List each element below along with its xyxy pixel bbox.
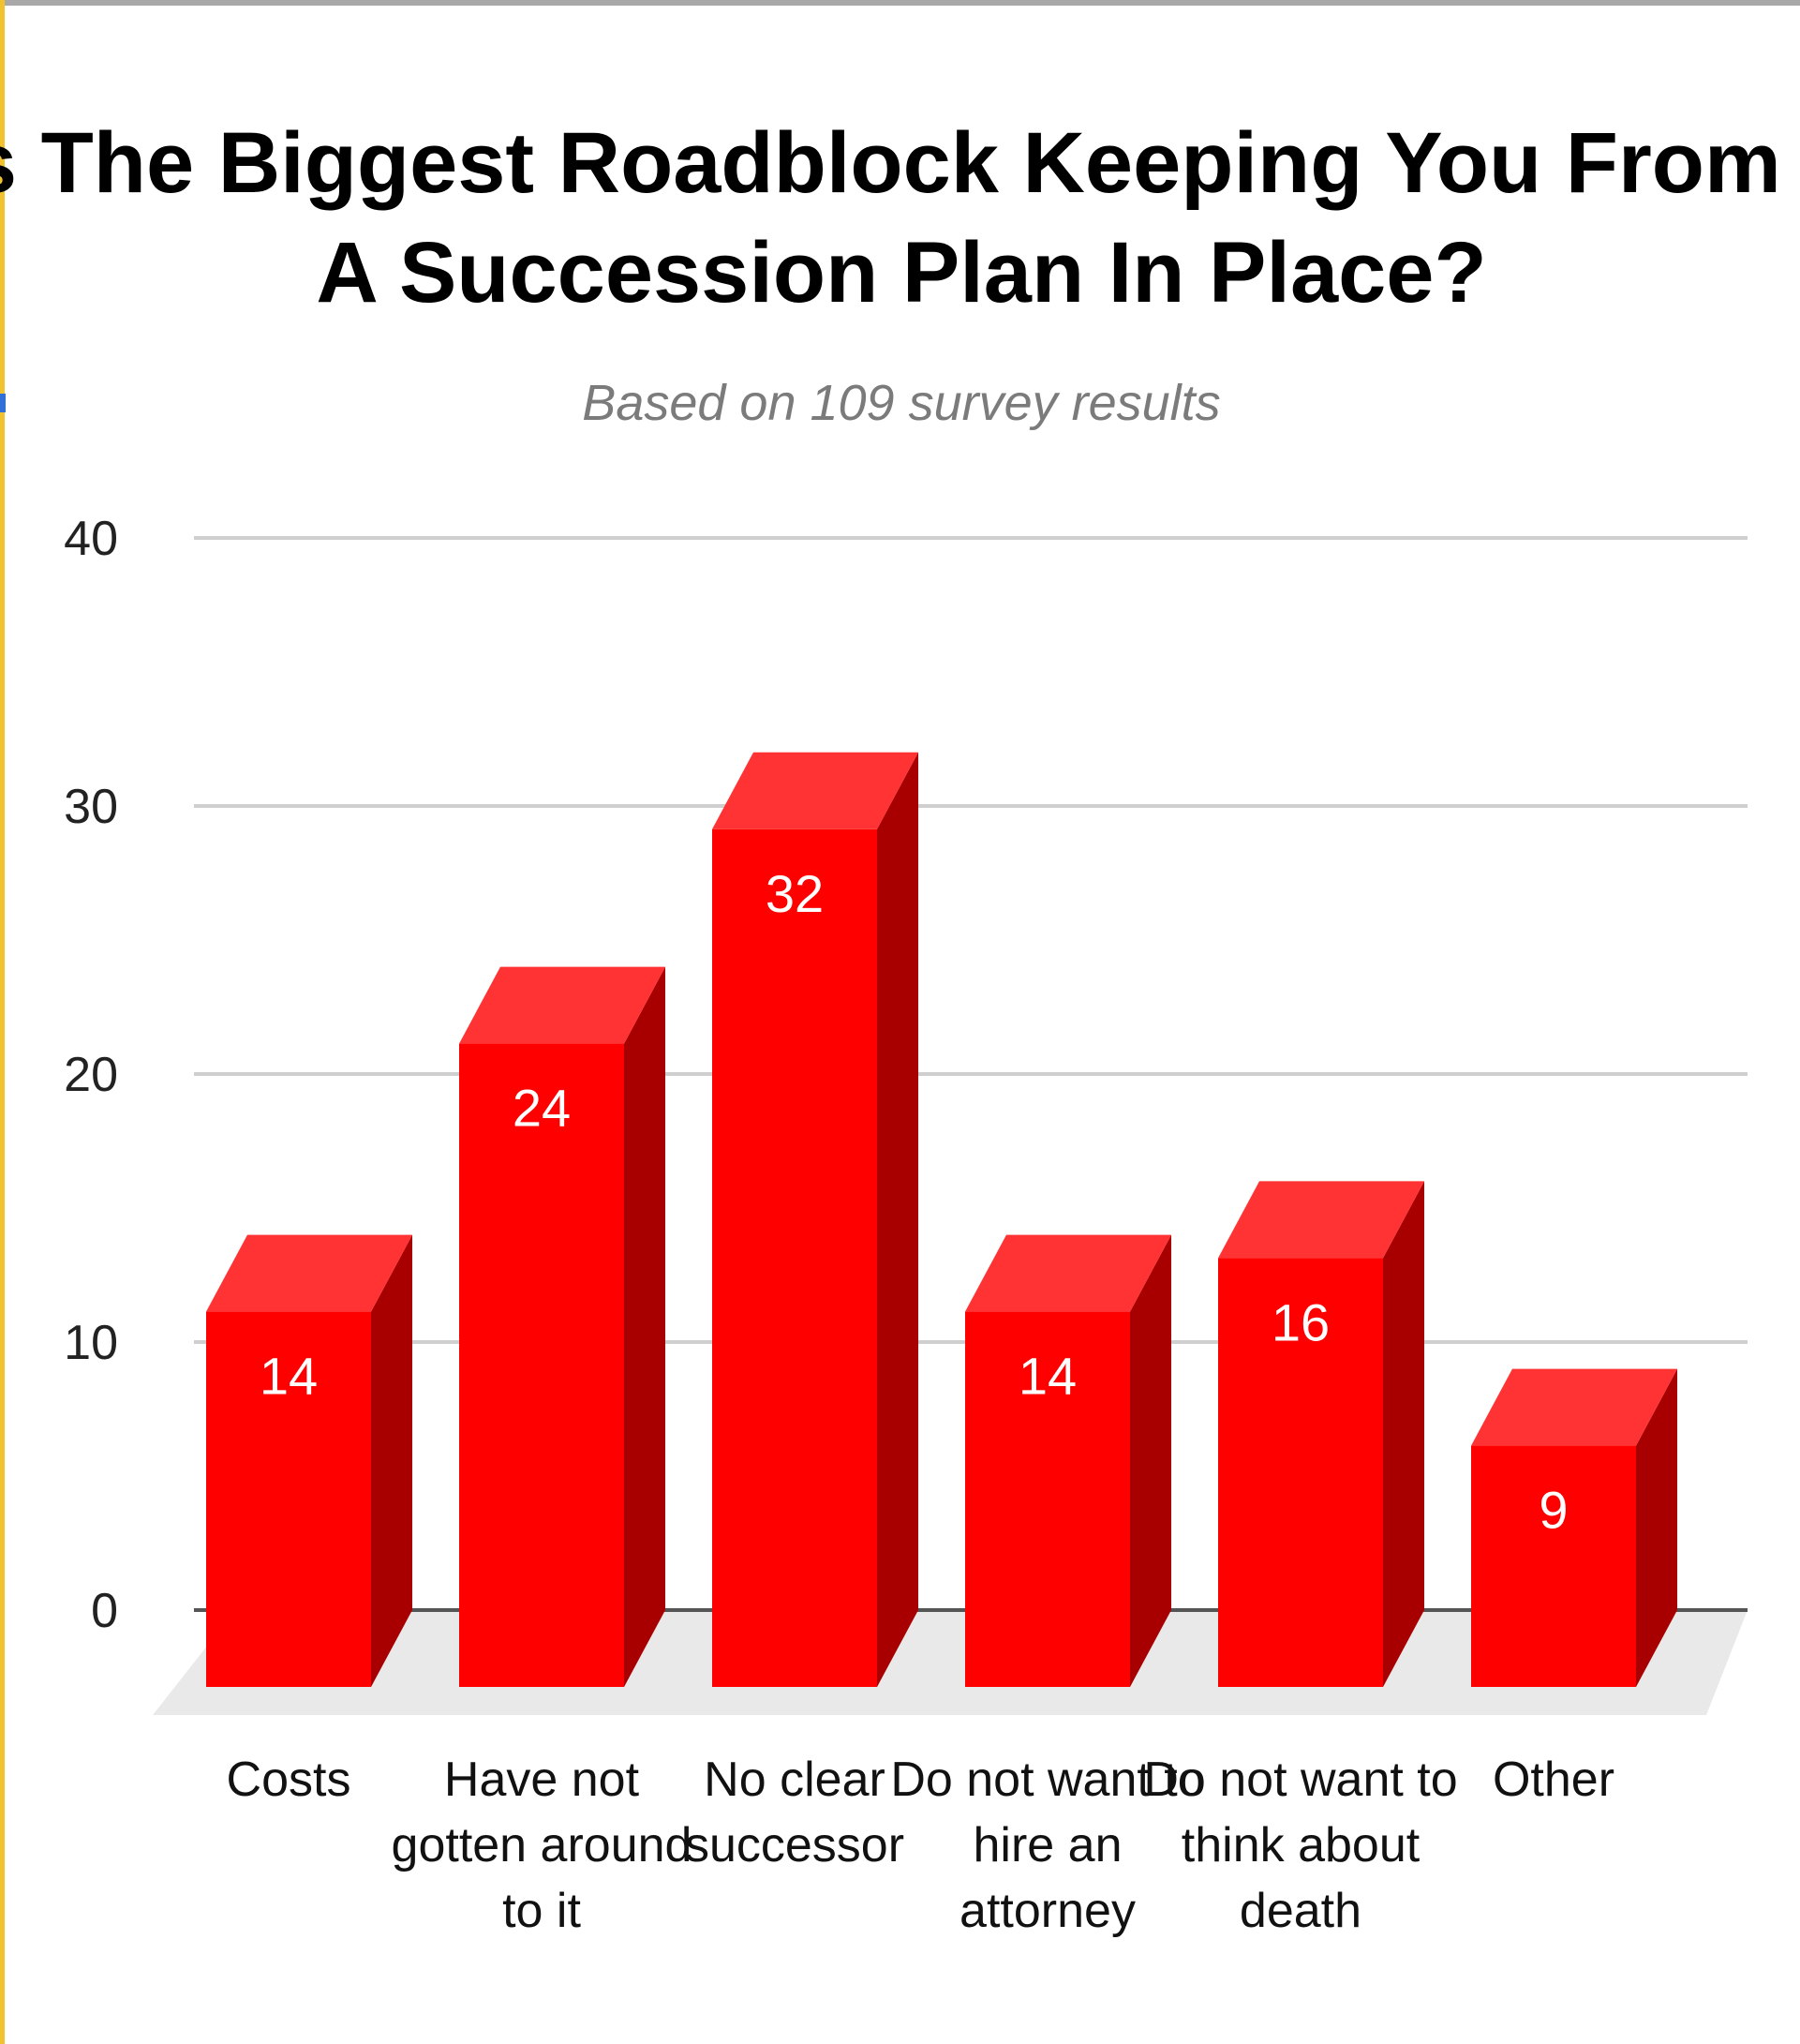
y-tick-label: 10 — [64, 1316, 118, 1370]
bar-front — [1218, 1258, 1383, 1687]
x-tick-label-line: Other — [1493, 1753, 1614, 1807]
x-tick-label-line: No clear — [704, 1753, 885, 1807]
x-tick-label-line: Costs — [227, 1753, 351, 1807]
bar-top — [965, 1234, 1171, 1312]
bar-top — [712, 752, 918, 829]
y-tick-label: 0 — [91, 1584, 118, 1638]
y-tick-label: 30 — [64, 780, 118, 834]
x-tick-label-line: Do not want to — [890, 1753, 1204, 1807]
bar-front — [459, 1043, 624, 1687]
bar-top — [206, 1234, 412, 1312]
x-tick-label: Have not gotten around to it — [392, 1753, 692, 1938]
data-label: 24 — [513, 1079, 571, 1138]
x-tick-label: Costs — [227, 1753, 351, 1807]
y-axis: 0 10 20 30 40 — [64, 512, 118, 1638]
bar: 32 — [712, 752, 918, 1687]
left-marker — [0, 394, 6, 412]
x-tick-label-line: hire an — [974, 1818, 1123, 1872]
chart-title-line-1: What Is The Biggest Roadblock Keeping Yo… — [0, 115, 1800, 211]
x-tick-label: Do not want to hire an attorney — [890, 1753, 1204, 1938]
bar-top — [459, 966, 665, 1044]
x-tick-label-line: Do not want to — [1143, 1753, 1457, 1807]
data-label: 14 — [1019, 1347, 1077, 1406]
bar-side — [624, 966, 665, 1687]
bar-side — [1636, 1368, 1677, 1687]
chart-subtitle: Based on 109 survey results — [582, 375, 1220, 431]
bar: 16 — [1218, 1181, 1424, 1687]
bar-front — [712, 828, 877, 1687]
bar-front — [965, 1311, 1130, 1687]
data-label: 16 — [1272, 1292, 1330, 1351]
bar-top — [1218, 1181, 1424, 1259]
bar: 14 — [206, 1234, 412, 1687]
x-tick-label-line: to it — [502, 1884, 581, 1938]
data-label: 9 — [1539, 1481, 1568, 1540]
data-label: 32 — [766, 864, 824, 923]
y-tick-label: 20 — [64, 1048, 118, 1102]
x-tick-label: No clear successor — [685, 1753, 904, 1872]
x-tick-label-line: attorney — [960, 1884, 1136, 1938]
x-tick-label-line: think about — [1182, 1818, 1421, 1872]
bar-top — [1471, 1368, 1677, 1446]
bar-front — [206, 1311, 371, 1687]
top-border — [0, 0, 1800, 6]
chart-title-line-2: A Succession Plan In Place? — [316, 225, 1486, 321]
x-tick-label-line: Have not — [444, 1753, 640, 1807]
left-border — [0, 0, 5, 2044]
data-label: 14 — [260, 1347, 318, 1406]
x-tick-label: Other — [1493, 1753, 1614, 1807]
x-tick-label: Do not want to think about death — [1143, 1753, 1457, 1938]
bar: 24 — [459, 966, 665, 1687]
bar: 9 — [1471, 1368, 1677, 1687]
bars: 14 24 32 14 16 9 — [206, 752, 1677, 1687]
x-tick-label-line: death — [1240, 1884, 1361, 1938]
x-tick-label-line: gotten around — [392, 1818, 692, 1872]
x-axis: Costs Have not gotten around to it No clear s… — [227, 1753, 1614, 1938]
bar-side — [1383, 1181, 1424, 1687]
y-tick-label: 40 — [64, 512, 118, 566]
bar: 14 — [965, 1234, 1171, 1687]
bar-side — [877, 752, 918, 1687]
chart-title: What Is The Biggest Roadblock Keeping Yo… — [0, 115, 1800, 321]
bar-side — [371, 1234, 412, 1687]
x-tick-label-line: successor — [685, 1818, 904, 1872]
bar-front — [1471, 1445, 1636, 1687]
bar-side — [1130, 1234, 1171, 1687]
